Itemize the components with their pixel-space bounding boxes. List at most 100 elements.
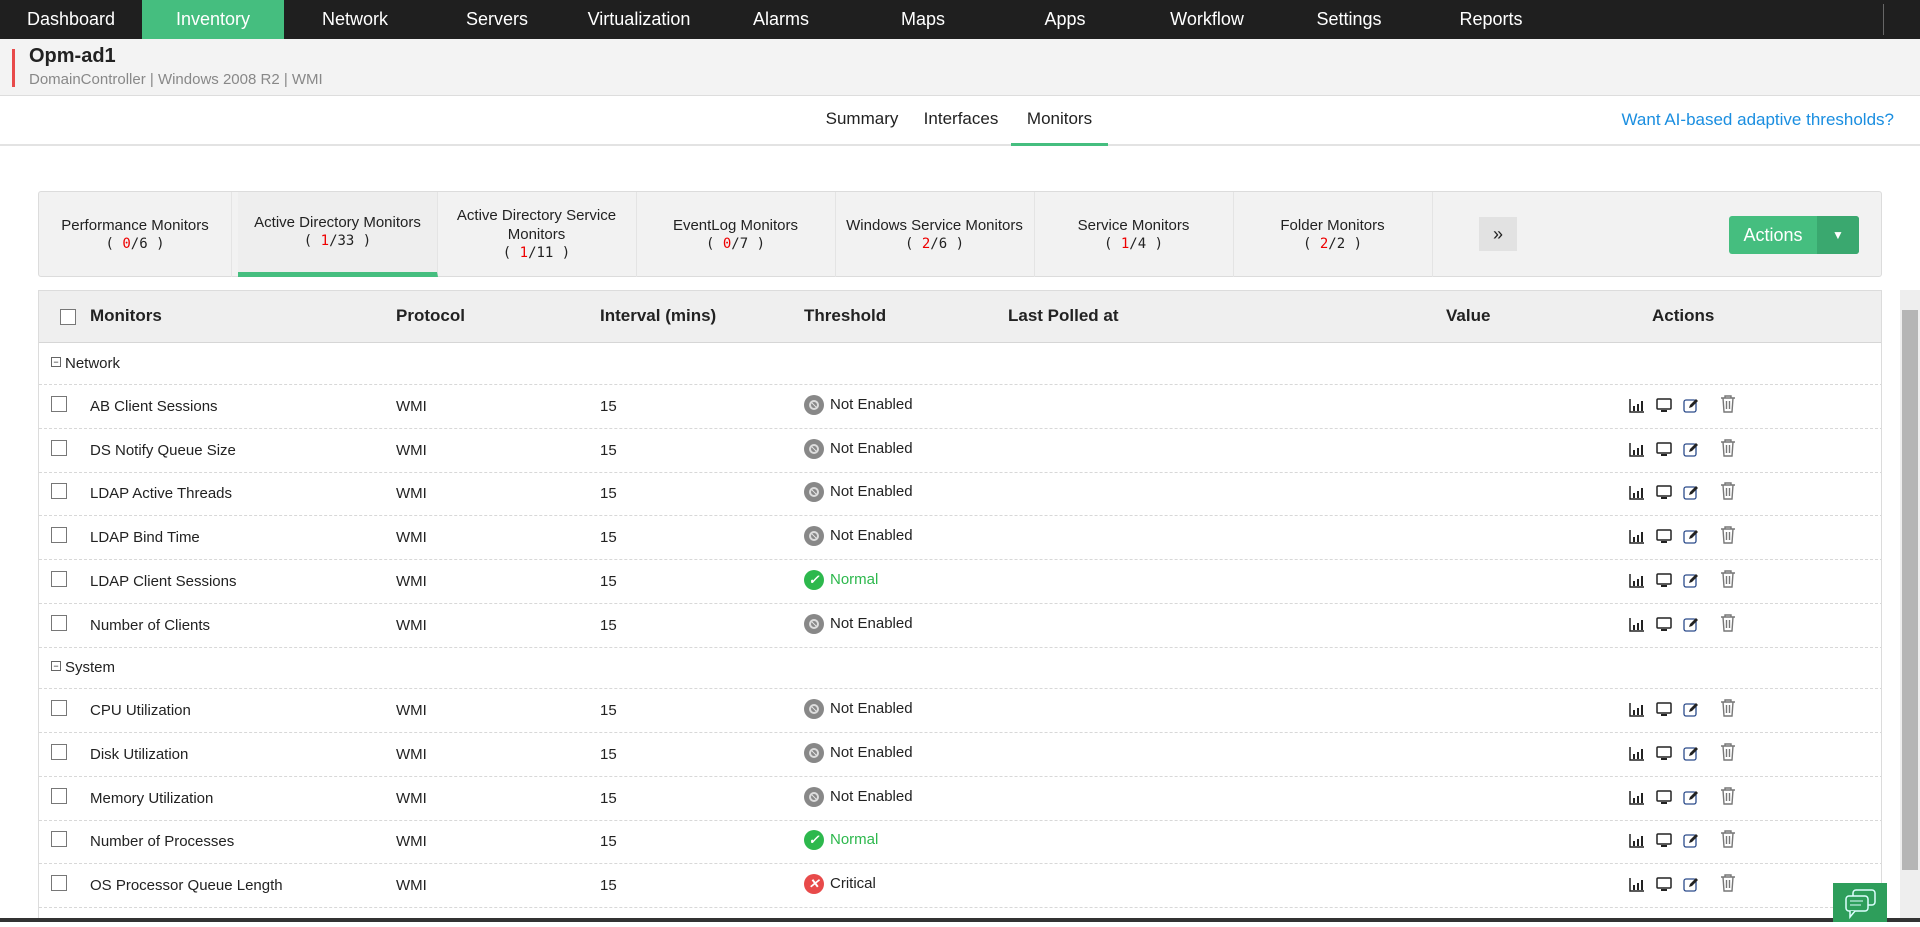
monitor-name[interactable]: Number of Clients (90, 616, 211, 634)
graph-icon[interactable] (1628, 832, 1646, 850)
nav-item-dashboard[interactable]: Dashboard (26, 9, 116, 29)
graph-icon[interactable] (1628, 701, 1646, 719)
tab-interfaces[interactable]: Interfaces (923, 109, 999, 128)
ai-thresholds-link[interactable]: Want AI-based adaptive thresholds? (1621, 110, 1894, 129)
monitor-name[interactable]: Disk Utilization (90, 745, 189, 763)
row-checkbox[interactable] (51, 439, 67, 456)
row-checkbox[interactable] (51, 700, 67, 717)
nav-item-workflow[interactable]: Workflow (1170, 9, 1244, 29)
delete-icon[interactable] (1719, 438, 1737, 457)
monitor-icon[interactable] (1655, 701, 1673, 719)
graph-icon[interactable] (1628, 441, 1646, 459)
edit-icon[interactable] (1682, 745, 1700, 763)
monitor-icon[interactable] (1655, 397, 1673, 415)
row-checkbox[interactable] (51, 570, 67, 587)
chat-button[interactable] (1833, 883, 1887, 922)
select-all-checkbox[interactable] (60, 309, 76, 325)
monitor-name[interactable]: AB Client Sessions (90, 398, 218, 415)
row-checkbox[interactable] (51, 527, 67, 544)
edit-icon[interactable] (1682, 701, 1700, 719)
col-monitors[interactable]: Monitors (90, 306, 162, 325)
nav-item-settings[interactable]: Settings (1316, 9, 1382, 29)
monitor-icon[interactable] (1655, 832, 1673, 850)
delete-icon[interactable] (1719, 481, 1737, 501)
monitor-name[interactable]: LDAP Client Sessions (90, 572, 237, 590)
delete-icon[interactable] (1719, 829, 1737, 848)
monitor-tab-service-monitors[interactable]: Service Monitors( 1/4 ) (1034, 192, 1234, 277)
delete-icon[interactable] (1719, 742, 1737, 761)
delete-icon[interactable] (1719, 873, 1737, 892)
edit-icon[interactable] (1682, 484, 1700, 502)
row-checkbox[interactable] (51, 483, 67, 500)
monitor-name[interactable]: DS Notify Queue Size (90, 441, 236, 459)
more-tabs-button[interactable]: » (1479, 217, 1517, 251)
monitor-icon[interactable] (1655, 572, 1673, 590)
monitor-icon[interactable] (1655, 876, 1673, 894)
monitor-name[interactable]: Memory Utilization (90, 789, 214, 807)
scrollbar-thumb[interactable] (1902, 310, 1918, 870)
graph-icon[interactable] (1628, 745, 1646, 763)
monitor-icon[interactable] (1655, 745, 1673, 763)
tab-monitors[interactable]: Monitors (1011, 96, 1108, 146)
row-checkbox[interactable] (51, 875, 67, 891)
graph-icon[interactable] (1628, 528, 1646, 546)
monitor-name[interactable]: LDAP Bind Time (90, 529, 200, 547)
delete-icon[interactable] (1719, 569, 1737, 588)
row-checkbox[interactable] (51, 831, 67, 848)
edit-icon[interactable] (1682, 572, 1700, 590)
col-interval[interactable]: Interval (mins) (600, 306, 717, 325)
row-checkbox[interactable] (51, 396, 67, 412)
monitor-icon[interactable] (1655, 441, 1673, 459)
graph-icon[interactable] (1628, 616, 1646, 634)
scrollbar[interactable] (1900, 290, 1920, 918)
delete-icon[interactable] (1719, 698, 1737, 717)
edit-icon[interactable] (1682, 616, 1700, 634)
monitor-tab-windows-service-monitors[interactable]: Windows Service Monitors( 2/6 ) (835, 192, 1035, 277)
col-threshold[interactable]: Threshold (804, 306, 887, 325)
graph-icon[interactable] (1628, 789, 1646, 807)
edit-icon[interactable] (1682, 832, 1700, 850)
edit-icon[interactable] (1682, 397, 1700, 415)
collapse-icon[interactable]: − (51, 661, 61, 672)
nav-item-alarms[interactable]: Alarms (752, 9, 809, 29)
monitor-tab-folder-monitors[interactable]: Folder Monitors( 2/2 ) (1233, 192, 1433, 277)
graph-icon[interactable] (1628, 572, 1646, 590)
monitor-tab-active-directory-monitors[interactable]: Active Directory Monitors ( 1/33 ) (238, 192, 438, 277)
monitor-tab-performance-monitors[interactable]: Performance Monitors( 0/6 ) (39, 192, 232, 277)
delete-icon[interactable] (1719, 394, 1737, 413)
actions-button[interactable]: Actions ▼ (1729, 216, 1859, 254)
nav-item-inventory[interactable]: Inventory (142, 0, 284, 39)
nav-item-network[interactable]: Network (321, 9, 388, 29)
monitor-icon[interactable] (1655, 484, 1673, 502)
tab-summary[interactable]: Summary (825, 109, 899, 128)
col-value[interactable]: Value (1446, 306, 1491, 325)
edit-icon[interactable] (1682, 528, 1700, 546)
monitor-name[interactable]: CPU Utilization (90, 702, 191, 720)
graph-icon[interactable] (1628, 397, 1646, 415)
graph-icon[interactable] (1628, 484, 1646, 502)
row-checkbox[interactable] (51, 787, 67, 804)
caret-down-icon[interactable]: ▼ (1817, 216, 1859, 254)
monitor-name[interactable]: Number of Processes (90, 833, 235, 851)
delete-icon[interactable] (1719, 525, 1737, 544)
monitor-tab-eventlog-monitors[interactable]: EventLog Monitors( 0/7 ) (636, 192, 836, 277)
nav-item-reports[interactable]: Reports (1459, 9, 1523, 29)
collapse-icon[interactable]: − (51, 357, 61, 367)
edit-icon[interactable] (1682, 441, 1700, 459)
col-protocol[interactable]: Protocol (396, 306, 465, 325)
nav-item-maps[interactable]: Maps (900, 9, 945, 29)
row-checkbox[interactable] (51, 614, 67, 631)
nav-item-virtualization[interactable]: Virtualization (587, 9, 691, 29)
delete-icon[interactable] (1719, 786, 1737, 805)
row-checkbox[interactable] (51, 743, 67, 760)
col-last-polled[interactable]: Last Polled at (1008, 306, 1119, 325)
monitor-icon[interactable] (1655, 789, 1673, 807)
monitor-icon[interactable] (1655, 528, 1673, 546)
nav-item-apps[interactable]: Apps (1044, 9, 1086, 29)
nav-item-servers[interactable]: Servers (465, 9, 528, 29)
monitor-name[interactable]: OS Processor Queue Length (90, 877, 283, 894)
monitor-icon[interactable] (1655, 616, 1673, 634)
edit-icon[interactable] (1682, 876, 1700, 894)
monitor-tab-active-directory-service-monitors[interactable]: Active Directory Service Monitors ( 1/11 … (437, 192, 637, 277)
delete-icon[interactable] (1719, 613, 1737, 632)
